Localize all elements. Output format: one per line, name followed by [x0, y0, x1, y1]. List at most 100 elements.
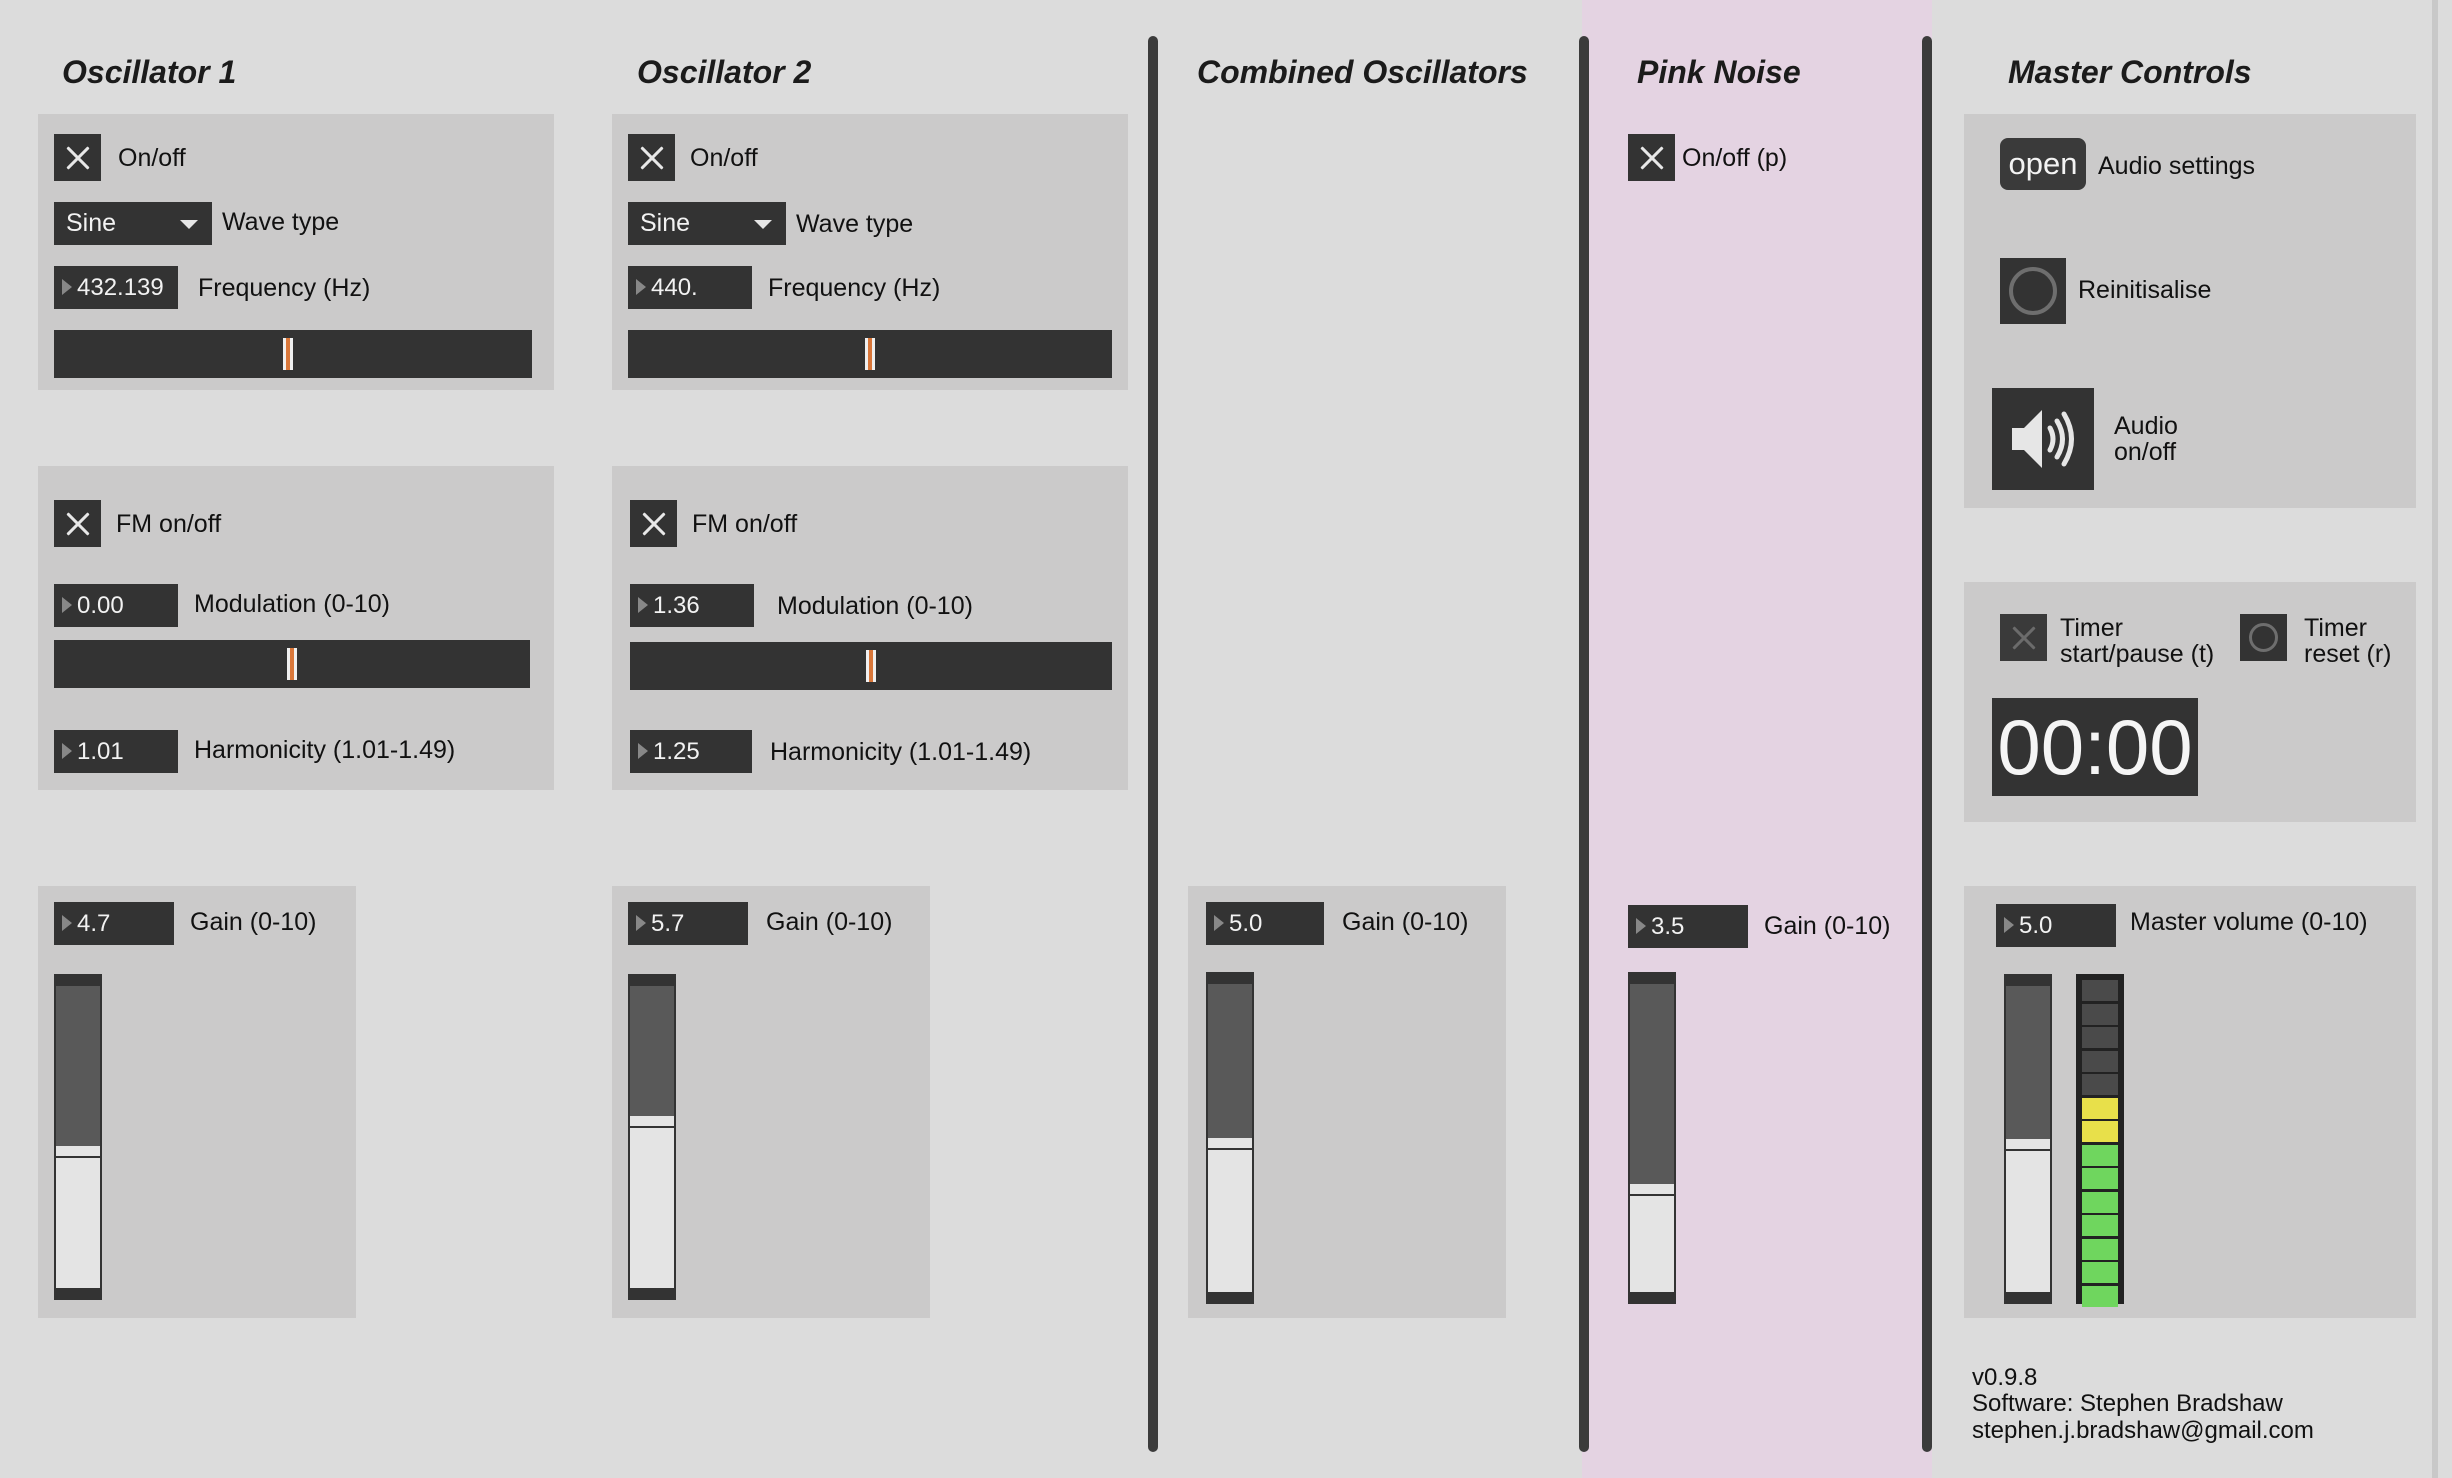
- pink-noise-gain-label: Gain (0-10): [1764, 912, 1891, 940]
- oscillator1-fm-panel: FM on/off 0.00 Modulation (0-10) 1.01 Ha…: [38, 466, 554, 790]
- oscillator2-fm-toggle[interactable]: [630, 500, 677, 547]
- timer-start-label-line1: Timer: [2060, 614, 2123, 642]
- audio-onoff-label-line1: Audio: [2114, 412, 2178, 440]
- timer-reset-label-line1: Timer: [2304, 614, 2367, 642]
- timer-display: 00:00: [1992, 698, 2198, 796]
- oscillator2-frequency-number[interactable]: 440.: [628, 266, 752, 309]
- oscillator2-wave-value: Sine: [640, 209, 691, 237]
- circle-icon: [2249, 623, 2278, 652]
- oscillator1-modulation-number[interactable]: 0.00: [54, 584, 178, 627]
- oscillator2-frequency-slider[interactable]: [628, 330, 1112, 378]
- meter-segment: [2082, 1238, 2118, 1260]
- meter-segment: [2082, 1262, 2118, 1283]
- slider-handle[interactable]: [2006, 1149, 2050, 1151]
- oscillator1-gain-panel: 4.7 Gain (0-10): [38, 886, 356, 1318]
- master-audio-panel: open Audio settings Reinitisalise Audio …: [1964, 114, 2416, 508]
- column-divider: [1922, 36, 1932, 1452]
- pink-noise-onoff-toggle[interactable]: [1628, 134, 1675, 181]
- master-level-meter: [2076, 974, 2124, 1307]
- meter-segment: [2082, 1003, 2118, 1025]
- timer-reset-button[interactable]: [2240, 614, 2287, 661]
- oscillator2-modulation-slider[interactable]: [630, 642, 1112, 690]
- oscillator2-harmonicity-label: Harmonicity (1.01-1.49): [770, 738, 1032, 766]
- timer-start-pause-toggle[interactable]: [2000, 614, 2047, 661]
- oscillator2-gain-slider[interactable]: [628, 974, 676, 1300]
- oscillator1-gain-number[interactable]: 4.7: [54, 902, 174, 945]
- pink-noise-title: Pink Noise: [1637, 54, 1801, 90]
- oscillator1-wave-label: Wave type: [222, 208, 340, 236]
- master-volume-number[interactable]: 5.0: [1996, 904, 2116, 947]
- meter-segment: [2082, 1285, 2118, 1307]
- timer-start-label-line2: start/pause (t): [2060, 640, 2215, 668]
- oscillator2-gain-panel: 5.7 Gain (0-10): [612, 886, 930, 1318]
- audio-onoff-label-line2: on/off: [2114, 438, 2177, 466]
- combined-gain-label: Gain (0-10): [1342, 908, 1469, 936]
- oscillator2-main-panel: On/off Sine Wave type 440. Frequency (Hz…: [612, 114, 1128, 390]
- meter-segment: [2082, 1027, 2118, 1048]
- oscillator1-onoff-toggle[interactable]: [54, 134, 101, 181]
- oscillator2-fm-panel: FM on/off 1.36 Modulation (0-10) 1.25 Ha…: [612, 466, 1128, 790]
- pink-noise-onoff-label: On/off (p): [1682, 144, 1788, 172]
- oscillator1-frequency-slider[interactable]: [54, 330, 532, 378]
- slider-handle[interactable]: [866, 650, 876, 682]
- email-text: stephen.j.bradshaw@gmail.com: [1972, 1417, 2314, 1444]
- oscillator2-wave-select[interactable]: Sine: [628, 202, 786, 245]
- oscillator1-main-panel: On/off Sine Wave type 432.139 Frequency …: [38, 114, 554, 390]
- oscillator1-modulation-slider[interactable]: [54, 640, 530, 688]
- reinitialise-label: Reinitisalise: [2078, 276, 2212, 304]
- master-title: Master Controls: [2008, 54, 2252, 90]
- oscillator2-modulation-label: Modulation (0-10): [777, 592, 973, 620]
- reinitialise-button[interactable]: [2000, 258, 2066, 324]
- oscillator1-gain-slider[interactable]: [54, 974, 102, 1300]
- oscillator1-harmonicity-label: Harmonicity (1.01-1.49): [194, 736, 456, 764]
- pink-noise-gain-slider[interactable]: [1628, 972, 1676, 1304]
- column-divider: [1148, 36, 1158, 1452]
- pink-noise-gain-number[interactable]: 3.5: [1628, 905, 1748, 948]
- combined-gain-number[interactable]: 5.0: [1206, 902, 1324, 945]
- open-button-label: open: [2008, 146, 2078, 181]
- slider-handle[interactable]: [630, 1126, 674, 1128]
- slider-handle[interactable]: [287, 648, 297, 680]
- slider-handle[interactable]: [56, 1156, 100, 1158]
- oscillator1-onoff-label: On/off: [118, 144, 186, 172]
- slider-handle[interactable]: [1630, 1194, 1674, 1196]
- slider-handle[interactable]: [865, 338, 875, 370]
- chevron-down-icon: [180, 220, 198, 229]
- oscillator1-frequency-number[interactable]: 432.139: [54, 266, 178, 309]
- software-credit-text: Software: Stephen Bradshaw: [1972, 1390, 2283, 1417]
- oscillator1-title: Oscillator 1: [62, 54, 237, 90]
- oscillator2-frequency-label: Frequency (Hz): [768, 274, 941, 302]
- slider-handle[interactable]: [1208, 1148, 1252, 1150]
- oscillator1-wave-select[interactable]: Sine: [54, 202, 212, 245]
- meter-segment: [2082, 1074, 2118, 1095]
- oscillator2-wave-label: Wave type: [796, 210, 914, 238]
- circle-icon: [2009, 267, 2057, 315]
- column-divider: [1579, 36, 1589, 1452]
- chevron-down-icon: [754, 220, 772, 229]
- combined-title: Combined Oscillators: [1197, 54, 1528, 90]
- combined-gain-panel: 5.0 Gain (0-10): [1188, 886, 1506, 1318]
- slider-handle[interactable]: [283, 338, 293, 370]
- meter-segment: [2082, 1191, 2118, 1213]
- oscillator1-fm-toggle[interactable]: [54, 500, 101, 547]
- oscillator2-gain-label: Gain (0-10): [766, 908, 893, 936]
- oscillator2-fm-label: FM on/off: [692, 510, 798, 538]
- oscillator2-harmonicity-number[interactable]: 1.25: [630, 730, 752, 773]
- meter-segment: [2082, 1168, 2118, 1189]
- master-volume-slider[interactable]: [2004, 974, 2052, 1304]
- meter-segment: [2082, 1097, 2118, 1119]
- oscillator2-onoff-label: On/off: [690, 144, 758, 172]
- meter-segment: [2082, 1121, 2118, 1142]
- oscillator1-harmonicity-number[interactable]: 1.01: [54, 730, 178, 773]
- oscillator1-modulation-label: Modulation (0-10): [194, 590, 390, 618]
- oscillator2-gain-number[interactable]: 5.7: [628, 902, 748, 945]
- master-volume-label: Master volume (0-10): [2130, 908, 2368, 936]
- oscillator1-frequency-label: Frequency (Hz): [198, 274, 371, 302]
- combined-gain-slider[interactable]: [1206, 972, 1254, 1304]
- open-audio-settings-button[interactable]: open: [2000, 138, 2086, 190]
- meter-segment: [2082, 1050, 2118, 1072]
- oscillator2-modulation-number[interactable]: 1.36: [630, 584, 754, 627]
- oscillator2-onoff-toggle[interactable]: [628, 134, 675, 181]
- version-text: v0.9.8: [1972, 1364, 2038, 1391]
- audio-onoff-button[interactable]: [1992, 388, 2094, 490]
